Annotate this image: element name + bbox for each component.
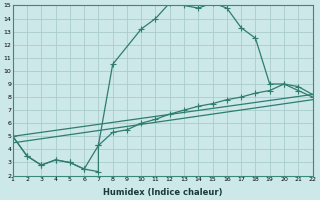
X-axis label: Humidex (Indice chaleur): Humidex (Indice chaleur): [103, 188, 222, 197]
